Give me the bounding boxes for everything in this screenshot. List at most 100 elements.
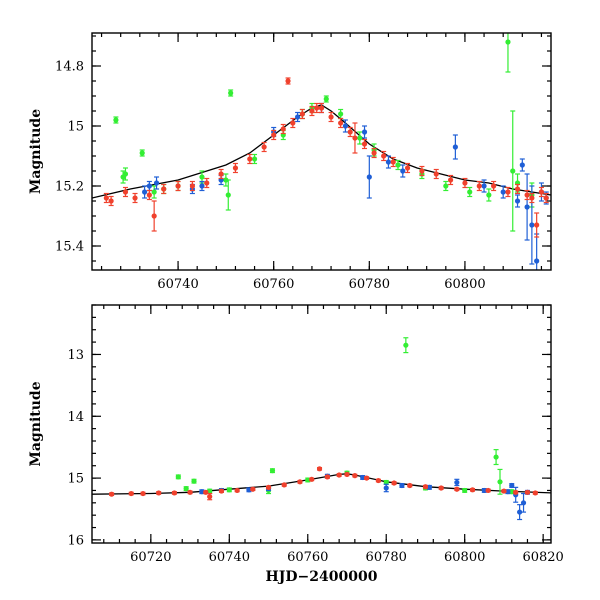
x-axis-title: HJD−2400000	[266, 569, 378, 585]
data-marker	[381, 153, 387, 159]
data-point-red	[361, 138, 368, 150]
data-point-red	[485, 487, 491, 494]
data-point-red	[476, 180, 482, 192]
data-point-red	[364, 475, 370, 481]
data-marker	[361, 141, 368, 147]
data-marker	[156, 490, 162, 496]
data-point-red	[538, 186, 545, 198]
data-point-red	[171, 490, 177, 496]
data-point-blue	[481, 487, 487, 494]
data-point-green	[323, 95, 329, 103]
data-marker	[285, 78, 291, 84]
data-point-red	[469, 487, 476, 493]
data-point-blue	[399, 482, 405, 489]
data-marker	[352, 135, 358, 141]
data-point-red	[314, 102, 320, 114]
x-tick-label: 60780	[349, 277, 390, 292]
data-marker	[187, 489, 193, 495]
data-point-red	[175, 180, 181, 192]
data-marker	[161, 186, 167, 192]
data-marker	[399, 482, 405, 489]
data-marker	[175, 183, 181, 189]
data-marker	[309, 108, 315, 114]
data-marker	[422, 484, 429, 490]
data-marker	[199, 489, 205, 495]
data-point-red	[438, 485, 444, 491]
data-point-red	[347, 126, 353, 138]
plot-frame	[91, 304, 552, 544]
data-point-blue	[342, 119, 349, 133]
data-marker	[385, 159, 392, 165]
data-marker	[433, 171, 439, 177]
data-marker	[404, 165, 411, 171]
data-marker	[140, 490, 146, 497]
data-marker	[520, 500, 527, 506]
data-marker	[452, 144, 458, 150]
data-point-blue	[141, 185, 148, 199]
data-marker	[309, 476, 315, 482]
x-tick-label: 60800	[444, 277, 485, 292]
data-point-red	[271, 129, 277, 141]
series-blue	[199, 473, 531, 521]
data-marker	[207, 494, 213, 500]
data-point-blue	[524, 173, 530, 241]
data-point-green	[251, 153, 258, 165]
y-axis-title: Magnitude	[28, 381, 44, 466]
data-marker	[344, 471, 350, 477]
data-marker	[510, 168, 516, 174]
data-marker	[357, 135, 363, 141]
data-marker	[505, 189, 511, 195]
data-marker	[318, 105, 325, 111]
data-marker	[390, 159, 396, 165]
data-point-red	[247, 153, 253, 165]
data-marker	[338, 111, 344, 117]
data-marker	[419, 168, 425, 174]
data-point-blue	[514, 194, 521, 208]
data-marker	[203, 489, 209, 495]
data-point-red	[422, 484, 429, 490]
data-point-green	[226, 487, 232, 493]
data-marker	[383, 485, 389, 491]
data-point-blue	[199, 180, 205, 192]
axis-ticks	[92, 33, 551, 270]
data-point-red	[318, 102, 325, 114]
data-marker	[467, 189, 473, 195]
data-marker	[269, 468, 276, 474]
data-marker	[265, 484, 272, 490]
data-point-red	[324, 474, 330, 480]
data-point-red	[491, 180, 497, 192]
data-point-green	[493, 449, 499, 466]
data-marker	[517, 509, 523, 515]
data-point-red	[265, 484, 272, 490]
data-point-red	[297, 479, 303, 485]
data-point-red	[189, 180, 196, 192]
data-point-green	[486, 188, 492, 202]
y-tick-label: 14.8	[55, 60, 84, 75]
data-marker	[395, 162, 401, 168]
data-point-red	[419, 165, 425, 177]
y-axis-title: Magnitude	[28, 109, 44, 194]
data-marker	[297, 479, 303, 485]
data-marker	[336, 472, 342, 478]
data-point-red	[128, 490, 134, 497]
data-point-red	[204, 177, 210, 189]
data-point-red	[371, 147, 377, 159]
data-point-red	[146, 189, 152, 201]
data-marker	[454, 479, 460, 486]
data-marker	[443, 183, 449, 189]
data-marker	[199, 183, 205, 189]
data-point-blue	[385, 155, 392, 169]
data-marker	[538, 189, 545, 195]
y-tick-label: 16	[67, 533, 84, 548]
y-tick-label: 14	[67, 410, 84, 425]
data-marker	[371, 150, 377, 156]
data-marker	[113, 117, 119, 123]
x-tick-label: 60760	[253, 277, 294, 292]
data-point-red	[187, 489, 193, 495]
data-marker	[139, 150, 145, 156]
data-point-red	[336, 472, 342, 478]
y-tick-label: 15.2	[55, 180, 84, 195]
data-point-blue	[366, 155, 372, 199]
data-marker	[509, 489, 515, 495]
data-point-red	[109, 491, 115, 497]
